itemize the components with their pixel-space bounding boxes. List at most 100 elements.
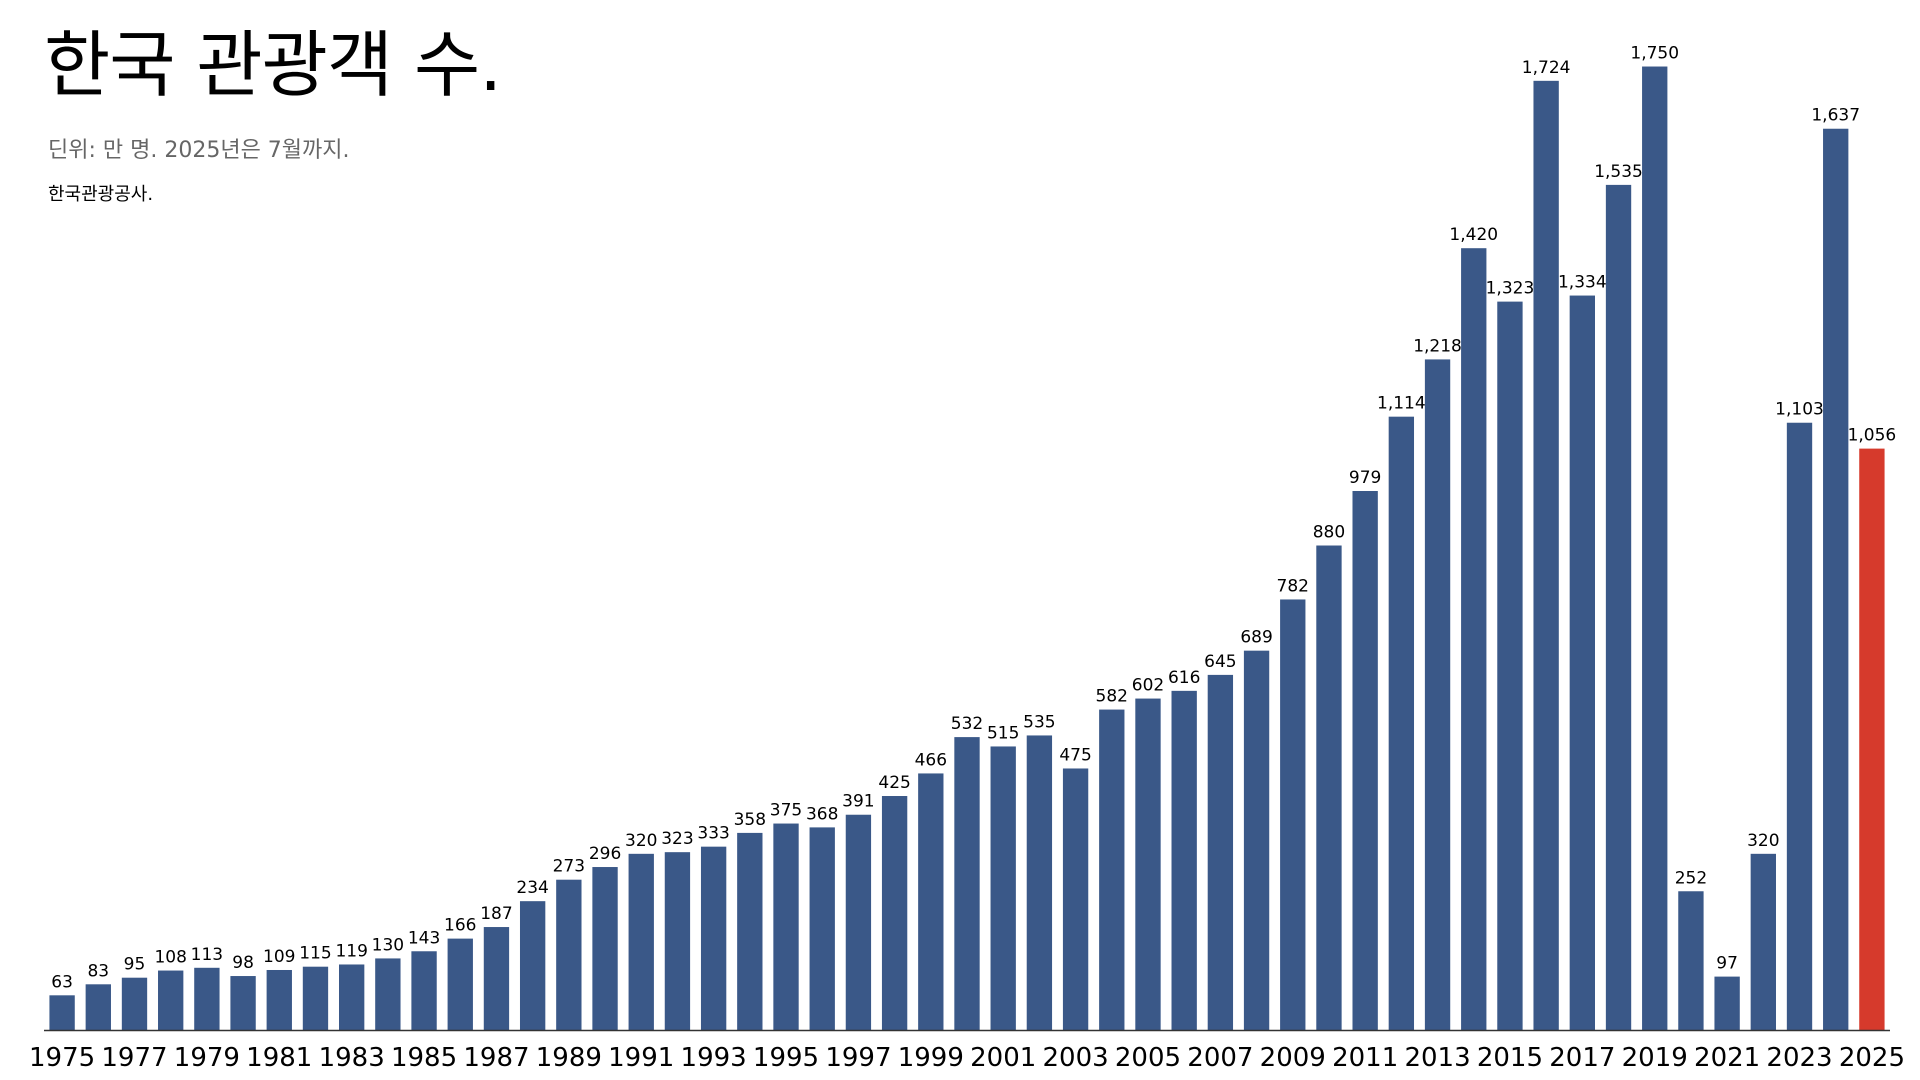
- bar-2013: [1424, 359, 1451, 1030]
- value-label-1990: 296: [589, 844, 621, 864]
- value-label-2001: 515: [987, 723, 1019, 743]
- bar-1983: [339, 964, 365, 1030]
- value-label-2006: 616: [1168, 668, 1200, 688]
- bar-2017: [1569, 295, 1595, 1030]
- value-label-2015: 1,323: [1486, 279, 1535, 299]
- value-label-1988: 234: [516, 878, 548, 898]
- value-label-2016: 1,724: [1522, 58, 1571, 78]
- bar-1988: [519, 901, 546, 1030]
- x-tick-label-1993: 1993: [681, 1043, 747, 1073]
- value-label-1978: 108: [154, 948, 186, 968]
- x-tick-label-1987: 1987: [463, 1043, 529, 1073]
- x-tick-label-2023: 2023: [1766, 1043, 1832, 1073]
- x-tick-label-1997: 1997: [825, 1043, 891, 1073]
- bar-2000: [954, 737, 980, 1030]
- bar-2007: [1207, 674, 1234, 1030]
- bar-1975: [49, 995, 75, 1030]
- x-tick-label-2019: 2019: [1622, 1043, 1688, 1073]
- bar-2015: [1497, 301, 1523, 1030]
- value-label-2025: 1,056: [1848, 426, 1897, 446]
- bar-1986: [447, 938, 473, 1030]
- value-label-2022: 320: [1747, 831, 1779, 851]
- value-label-1997: 391: [842, 792, 874, 812]
- x-tick-label-2001: 2001: [970, 1043, 1036, 1073]
- bar-1980: [230, 976, 256, 1030]
- value-labels-group: 63 83 95 108 113 98 109 115 119 130 14316618723427…: [51, 44, 1896, 993]
- value-label-1979: 113: [191, 945, 223, 965]
- bar-1984: [375, 958, 401, 1030]
- bar-1996: [809, 827, 835, 1030]
- x-tick-label-1981: 1981: [246, 1043, 312, 1073]
- bar-2018: [1605, 184, 1632, 1030]
- bar-2024: [1823, 128, 1849, 1031]
- x-tick-label-1983: 1983: [319, 1043, 385, 1073]
- value-label-2009: 782: [1277, 576, 1309, 596]
- value-label-2007: 645: [1204, 652, 1236, 672]
- x-tick-label-1995: 1995: [753, 1043, 819, 1073]
- bar-2003: [1062, 768, 1089, 1030]
- value-label-2010: 880: [1313, 523, 1345, 543]
- bar-1994: [737, 832, 763, 1030]
- bar-2023: [1786, 422, 1813, 1031]
- x-tick-label-1977: 1977: [101, 1043, 167, 1073]
- bar-2009: [1280, 599, 1306, 1030]
- bar-1999: [918, 773, 944, 1030]
- x-tick-label-1991: 1991: [608, 1043, 674, 1073]
- bar-2020: [1678, 891, 1704, 1030]
- x-tick-label-2015: 2015: [1477, 1043, 1543, 1073]
- x-tick-label-1989: 1989: [536, 1043, 602, 1073]
- value-label-2013: 1,218: [1413, 336, 1462, 356]
- bar-1978: [158, 970, 184, 1030]
- value-label-2002: 535: [1023, 712, 1055, 732]
- chart-subtitle: 딘위: 만 명. 2025년은 7월까지.: [48, 138, 350, 163]
- bar-2022: [1750, 853, 1776, 1030]
- value-label-2018: 1,535: [1594, 162, 1643, 182]
- bar-2016: [1533, 80, 1559, 1030]
- bar-1976: [85, 984, 111, 1030]
- value-label-1981: 109: [263, 947, 295, 967]
- value-label-1983: 119: [335, 941, 367, 961]
- chart-title: 한국 관광객 수.: [44, 23, 502, 107]
- x-tick-label-2009: 2009: [1260, 1043, 1326, 1073]
- value-label-2005: 602: [1132, 676, 1164, 696]
- bar-2011: [1352, 491, 1378, 1030]
- x-tick-label-2025: 2025: [1839, 1043, 1905, 1073]
- x-tick-label-2005: 2005: [1115, 1043, 1181, 1073]
- value-label-2008: 689: [1240, 628, 1272, 648]
- bar-2006: [1171, 690, 1197, 1030]
- value-label-2003: 475: [1059, 745, 1091, 765]
- value-label-1996: 368: [806, 804, 838, 824]
- bar-2025: [1859, 448, 1885, 1030]
- value-label-1975: 63: [51, 972, 73, 992]
- value-label-2017: 1,334: [1558, 273, 1607, 293]
- bar-1979: [194, 967, 220, 1030]
- x-tick-label-2017: 2017: [1549, 1043, 1615, 1073]
- value-label-2024: 1,637: [1811, 106, 1860, 126]
- value-label-1976: 83: [87, 961, 109, 981]
- bar-1992: [664, 852, 691, 1030]
- bar-1991: [628, 853, 654, 1030]
- value-label-1998: 425: [878, 773, 910, 793]
- value-label-2011: 979: [1349, 468, 1381, 488]
- x-tick-label-2007: 2007: [1187, 1043, 1253, 1073]
- value-label-2020: 252: [1675, 868, 1707, 888]
- bar-2005: [1135, 698, 1161, 1030]
- bar-1982: [302, 966, 329, 1030]
- x-tick-label-1999: 1999: [898, 1043, 964, 1073]
- bar-2001: [990, 746, 1016, 1030]
- bar-1987: [483, 927, 510, 1030]
- value-label-2004: 582: [1096, 687, 1128, 707]
- value-label-1989: 273: [553, 857, 585, 877]
- bar-2021: [1714, 976, 1740, 1030]
- chart-source: 한국관광공사.: [48, 184, 154, 205]
- value-label-2014: 1,420: [1449, 225, 1498, 245]
- bars-group: [49, 66, 1885, 1031]
- bar-1989: [556, 879, 582, 1030]
- bar-2012: [1388, 416, 1415, 1030]
- value-label-1994: 358: [734, 810, 766, 830]
- value-label-1986: 166: [444, 916, 476, 936]
- bar-2004: [1099, 709, 1125, 1030]
- x-tick-label-2003: 2003: [1043, 1043, 1109, 1073]
- value-label-1995: 375: [770, 801, 802, 821]
